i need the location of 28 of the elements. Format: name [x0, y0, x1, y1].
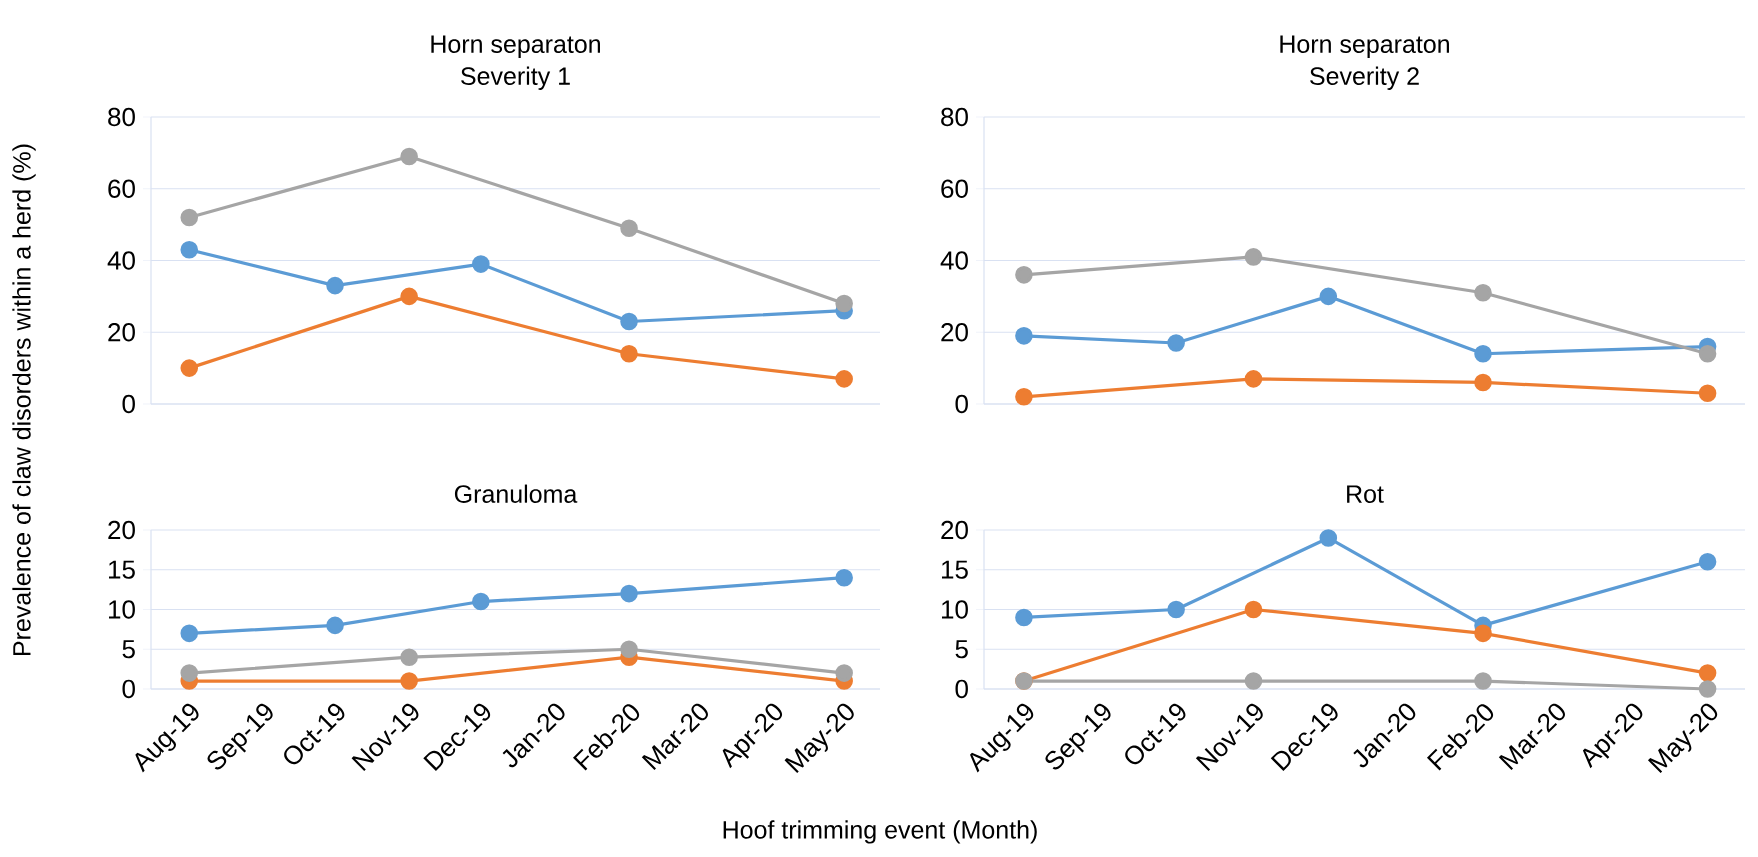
y-tick-label: 0: [955, 394, 968, 414]
y-tick-label: 40: [940, 251, 968, 270]
chart-title: Horn separaton: [431, 35, 600, 58]
y-tick-label: 80: [941, 107, 968, 127]
y-tick-label: 0: [955, 679, 968, 699]
y-tick-label: 20: [941, 520, 968, 540]
y-tick-label: 80: [108, 107, 135, 127]
y-tick-label: 60: [941, 179, 968, 198]
chart-title: Horn separaton: [1280, 35, 1449, 58]
y-tick-label: 0: [122, 394, 135, 414]
y-tick-label: 60: [108, 179, 135, 198]
y-tick-label: 40: [107, 251, 135, 270]
y-tick-label: 15: [109, 560, 135, 579]
y-tick-label: 20: [108, 323, 135, 342]
y-tick-label: 20: [941, 323, 968, 342]
chart-subtitle: Severity 1: [461, 66, 570, 90]
chart-subtitle: Severity 2: [1310, 66, 1419, 90]
x-axis-title: Hoof trimming event (Month): [723, 820, 1037, 844]
chart-title: Granuloma: [454, 484, 578, 503]
y-tick-label: 5: [955, 640, 968, 659]
y-tick-label: 10: [109, 600, 135, 619]
y-tick-label: 5: [122, 640, 135, 659]
y-tick-label: 0: [122, 679, 135, 699]
y-tick-label: 10: [941, 600, 968, 619]
y-tick-label: 15: [941, 560, 968, 579]
y-tick-label: 20: [108, 520, 135, 540]
chart-title: Rot: [1347, 485, 1384, 503]
y-axis-title: Prevalence of claw disorders within a herd (%): [12, 144, 36, 655]
